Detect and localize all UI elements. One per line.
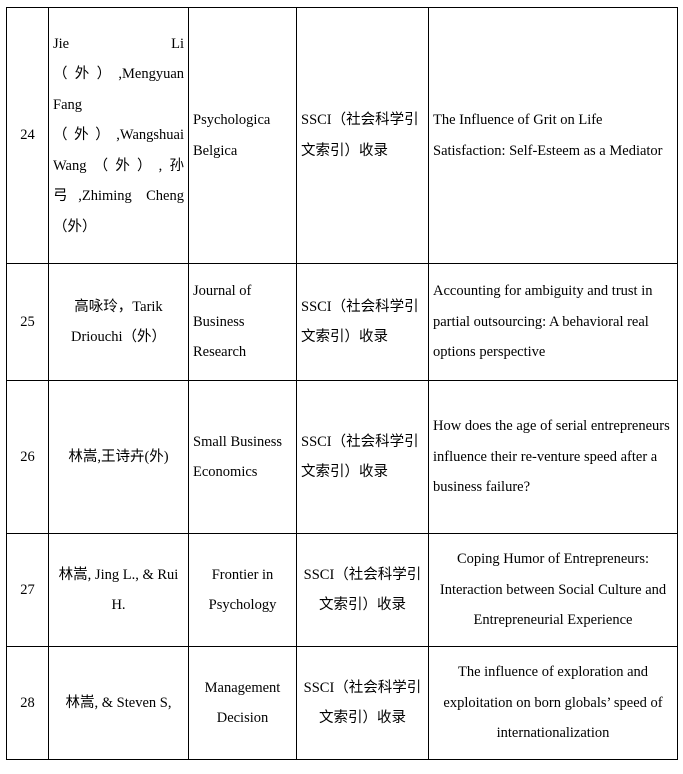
row-index-cell: 28	[6, 646, 49, 760]
row-title-cell: The Influence of Grit on Life Satisfacti…	[428, 7, 678, 264]
row-journal-cell: Management Decision	[188, 646, 297, 760]
table-row: 28 林嵩, & Steven S, Management Decision S…	[6, 646, 678, 760]
row-index-cell: 26	[6, 380, 49, 534]
publications-table: 24 Jie Li（外）,Mengyuan Fang（外）,Wangshuai …	[6, 7, 678, 760]
table-row: 24 Jie Li（外）,Mengyuan Fang（外）,Wangshuai …	[6, 7, 678, 264]
row-index-cell: 25	[6, 263, 49, 381]
row-journal-cell: Journal of Business Research	[188, 263, 297, 381]
row-title-cell: Accounting for ambiguity and trust in pa…	[428, 263, 678, 381]
row-authors-cell: 林嵩,王诗卉(外)	[48, 380, 189, 534]
row-database-cell: SSCI（社会科学引文索引）收录	[296, 263, 429, 381]
table-row: 27 林嵩, Jing L., & Rui H. Frontier in Psy…	[6, 533, 678, 647]
row-journal-cell: Psychologica Belgica	[188, 7, 297, 264]
table-row: 26 林嵩,王诗卉(外) Small Business Economics SS…	[6, 380, 678, 534]
row-database-cell: SSCI（社会科学引文索引）收录	[296, 7, 429, 264]
table-body: 24 Jie Li（外）,Mengyuan Fang（外）,Wangshuai …	[6, 7, 678, 760]
row-index-cell: 27	[6, 533, 49, 647]
row-title-cell: Coping Humor of Entrepreneurs: Interacti…	[428, 533, 678, 647]
row-title-cell: The influence of exploration and exploit…	[428, 646, 678, 760]
row-index-cell: 24	[6, 7, 49, 264]
row-authors-cell: 高咏玲，Tarik Driouchi（外）	[48, 263, 189, 381]
row-authors-cell: 林嵩, & Steven S,	[48, 646, 189, 760]
row-database-cell: SSCI（社会科学引文索引）收录	[296, 533, 429, 647]
row-authors-cell: 林嵩, Jing L., & Rui H.	[48, 533, 189, 647]
table-row: 25 高咏玲，Tarik Driouchi（外） Journal of Busi…	[6, 263, 678, 381]
row-authors-cell: Jie Li（外）,Mengyuan Fang（外）,Wangshuai Wan…	[48, 7, 189, 264]
row-title-cell: How does the age of serial entrepreneurs…	[428, 380, 678, 534]
row-journal-cell: Frontier in Psychology	[188, 533, 297, 647]
row-database-cell: SSCI（社会科学引文索引）收录	[296, 380, 429, 534]
row-journal-cell: Small Business Economics	[188, 380, 297, 534]
row-database-cell: SSCI（社会科学引文索引）收录	[296, 646, 429, 760]
